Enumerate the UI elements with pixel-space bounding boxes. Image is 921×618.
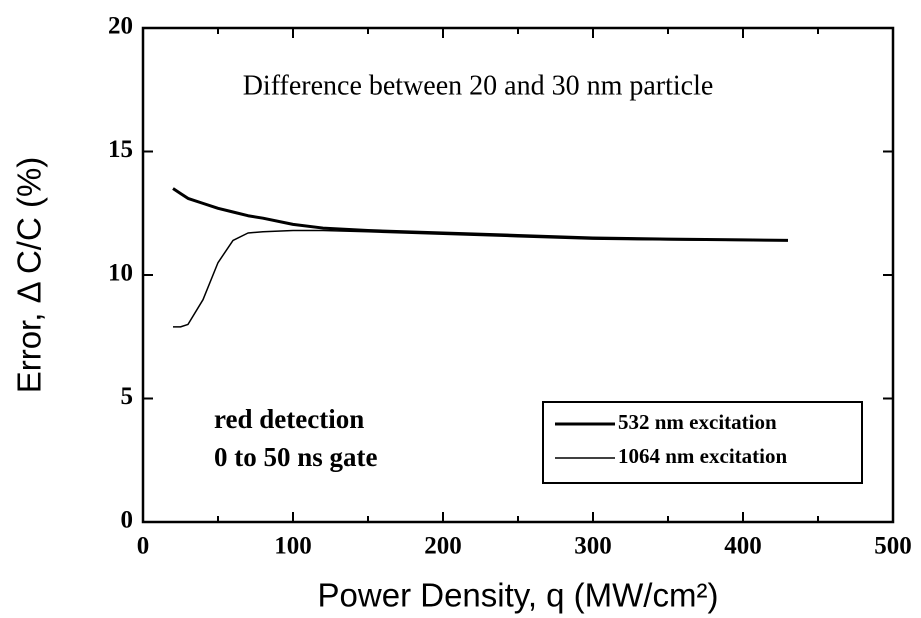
annotation: red detection xyxy=(214,404,364,434)
x-tick-label: 0 xyxy=(137,533,150,560)
y-tick-label: 5 xyxy=(121,383,134,410)
y-tick-label: 10 xyxy=(108,260,133,287)
x-tick-label: 500 xyxy=(874,533,912,560)
x-tick-label: 400 xyxy=(724,533,762,560)
legend-label: 1064 nm excitation xyxy=(618,444,787,468)
x-tick-label: 200 xyxy=(424,533,462,560)
x-tick-label: 300 xyxy=(574,533,612,560)
y-tick-label: 20 xyxy=(108,13,133,40)
y-axis-label: Error, Δ C/C (%) xyxy=(11,157,48,394)
x-axis-label: Power Density, q (MW/cm²) xyxy=(318,577,719,614)
annotation: Difference between 20 and 30 nm particle xyxy=(243,70,714,101)
annotation: 0 to 50 ns gate xyxy=(214,442,378,472)
x-tick-label: 100 xyxy=(274,533,312,560)
y-tick-label: 0 xyxy=(121,507,134,534)
y-tick-label: 15 xyxy=(108,136,133,163)
legend-box xyxy=(542,401,863,484)
line-series xyxy=(172,187,789,242)
legend-label: 532 nm excitation xyxy=(618,410,777,434)
line-series xyxy=(173,229,788,328)
